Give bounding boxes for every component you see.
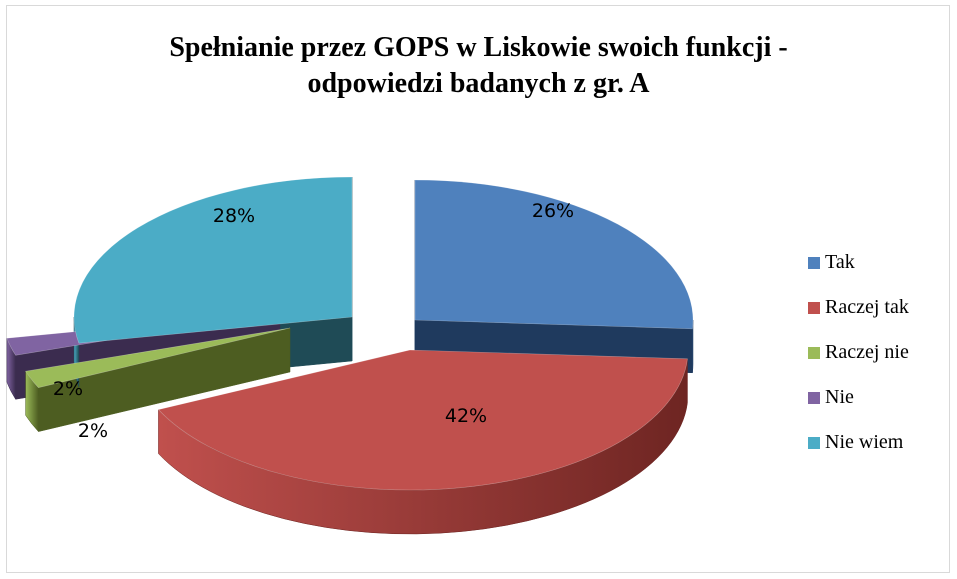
legend-label-nie: Nie <box>825 386 854 408</box>
legend-label-raczej-nie: Raczej nie <box>825 341 909 363</box>
pie-slice-tak <box>414 179 694 330</box>
chart-legend: Tak Raczej tak Raczej nie Nie Nie wiem <box>808 240 909 465</box>
legend-swatch-raczej-nie <box>808 346 820 359</box>
legend-label-raczej-tak: Raczej tak <box>825 296 909 318</box>
legend-swatch-nie-wiem <box>808 436 820 449</box>
pie-slice-nie-wiem <box>73 176 353 344</box>
pie-slice-raczej-tak <box>157 349 688 491</box>
pie-label-tak: 26% <box>532 200 574 222</box>
pie-label-nie-wiem: 28% <box>213 205 255 227</box>
legend-item-nie-wiem: Nie wiem <box>808 420 909 465</box>
chart-title-line-1: Spełnianie przez GOPS w Liskowie swoich … <box>169 32 788 63</box>
legend-label-tak: Tak <box>825 251 855 273</box>
legend-item-tak: Tak <box>808 240 909 285</box>
pie-label-raczej-nie: 2% <box>78 420 108 442</box>
chart-title-line-2: odpowiedzi badanych z gr. A <box>307 68 650 99</box>
legend-item-raczej-tak: Raczej tak <box>808 285 909 330</box>
pie-label-nie: 2% <box>53 378 83 400</box>
legend-item-nie: Nie <box>808 375 909 420</box>
legend-swatch-raczej-tak <box>808 301 820 314</box>
pie-slice-raczej-nie <box>25 327 291 388</box>
pie-label-layer: 26% 42% 2% 2% 28% <box>53 200 574 442</box>
legend-swatch-nie <box>808 391 820 404</box>
legend-swatch-tak <box>808 256 820 269</box>
chart-title: Spełnianie przez GOPS w Liskowie swoich … <box>0 30 957 102</box>
legend-item-raczej-nie: Raczej nie <box>808 330 909 375</box>
pie-top-layer <box>6 176 694 491</box>
pie-label-raczej-tak: 42% <box>445 405 487 427</box>
legend-label-nie-wiem: Nie wiem <box>825 431 904 453</box>
